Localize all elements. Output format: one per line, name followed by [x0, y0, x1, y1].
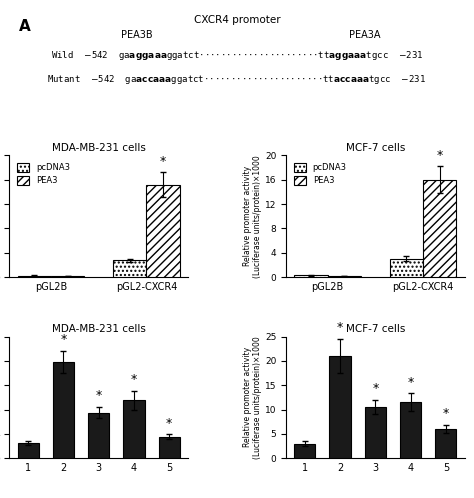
Text: *: *	[443, 407, 449, 420]
Y-axis label: Relative promoter activity
(Luciferase units/protein)×1000: Relative promoter activity (Luciferase u…	[243, 155, 262, 278]
Bar	[159, 437, 180, 458]
Bar	[435, 429, 456, 458]
Bar	[88, 412, 109, 458]
Text: CXCR4 promoter: CXCR4 promoter	[194, 15, 280, 25]
Bar	[294, 275, 328, 277]
Text: *: *	[337, 321, 343, 334]
Text: PEA3B: PEA3B	[121, 29, 153, 39]
Text: *: *	[372, 382, 378, 395]
Bar	[123, 400, 145, 458]
Bar	[113, 260, 146, 277]
Legend: pcDNA3, PEA3: pcDNA3, PEA3	[290, 160, 350, 189]
Bar	[18, 275, 51, 277]
Title: MDA-MB-231 cells: MDA-MB-231 cells	[52, 324, 146, 334]
Bar	[390, 259, 423, 277]
Bar	[294, 444, 315, 458]
Title: MCF-7 cells: MCF-7 cells	[346, 324, 405, 334]
Text: *: *	[60, 333, 66, 346]
Legend: pcDNA3, PEA3: pcDNA3, PEA3	[14, 160, 73, 189]
Bar	[51, 276, 84, 277]
Text: A: A	[18, 19, 30, 34]
Text: *: *	[96, 389, 102, 402]
Bar	[53, 362, 74, 458]
Title: MDA-MB-231 cells: MDA-MB-231 cells	[52, 143, 146, 153]
Bar	[400, 402, 421, 458]
Title: MCF-7 cells: MCF-7 cells	[346, 143, 405, 153]
Text: *: *	[437, 148, 443, 161]
Y-axis label: Relative promoter activity
(Luciferase units/protein)×1000: Relative promoter activity (Luciferase u…	[243, 336, 262, 459]
Text: *: *	[160, 155, 166, 168]
Text: *: *	[166, 417, 173, 430]
Bar	[18, 443, 39, 458]
Bar	[423, 180, 456, 277]
Text: Wild  $-$542  ga$\bf{aggaaa}$ggatct······················tt$\bf{aggaaa}$tgcc  $-: Wild $-$542 ga$\bf{aggaaa}$ggatct·······…	[51, 49, 423, 62]
Text: PEA3A: PEA3A	[349, 29, 380, 39]
Bar	[328, 276, 361, 277]
Text: *: *	[131, 374, 137, 386]
Bar	[365, 407, 386, 458]
Bar	[329, 356, 351, 458]
Text: Mutant  $-$542  ga$\bf{accaaa}$ggatct······················tt$\bf{accaaa}$tgcc  : Mutant $-$542 ga$\bf{accaaa}$ggatct·····…	[47, 73, 427, 86]
Bar	[146, 185, 180, 277]
Text: *: *	[408, 375, 414, 388]
